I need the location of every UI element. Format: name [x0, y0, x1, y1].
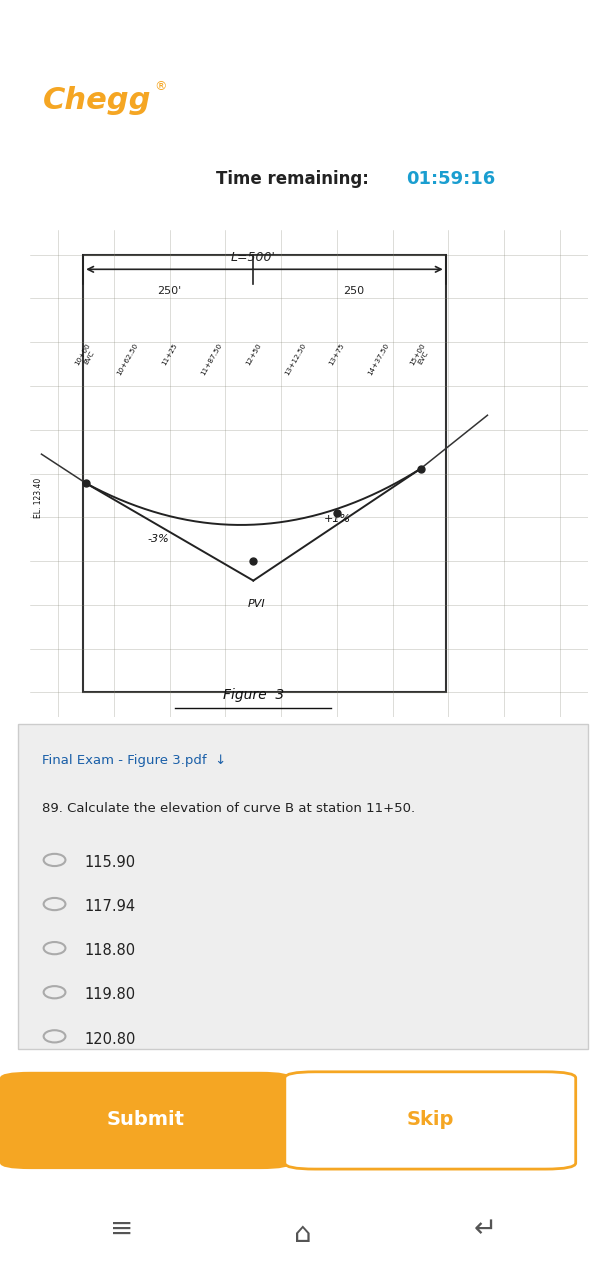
- Text: 119.80: 119.80: [85, 987, 136, 1002]
- Text: 120.80: 120.80: [85, 1032, 136, 1047]
- Text: Chegg: Chegg: [42, 87, 151, 115]
- Text: 12+50: 12+50: [245, 342, 262, 366]
- Text: 11+87.50: 11+87.50: [200, 342, 223, 376]
- Text: 13+75: 13+75: [328, 342, 345, 366]
- Text: EL. 123.40: EL. 123.40: [34, 477, 43, 518]
- Text: 117.94: 117.94: [85, 900, 136, 914]
- Text: 15+00
EVC: 15+00 EVC: [409, 342, 432, 370]
- Text: 11+25: 11+25: [161, 342, 178, 366]
- Text: Figure  3: Figure 3: [222, 687, 284, 701]
- Text: ®: ®: [155, 79, 167, 92]
- Text: 115.90: 115.90: [85, 855, 136, 870]
- Text: 250: 250: [343, 287, 364, 296]
- Text: PVI: PVI: [247, 599, 265, 609]
- FancyBboxPatch shape: [285, 1071, 576, 1169]
- Text: 13+12.50: 13+12.50: [284, 342, 307, 376]
- Text: 10+00
BVC: 10+00 BVC: [75, 342, 98, 370]
- Text: ≡: ≡: [110, 1215, 133, 1243]
- Text: -3%: -3%: [148, 534, 170, 544]
- Text: Time remaining:: Time remaining:: [216, 170, 375, 188]
- Text: 250': 250': [158, 287, 182, 296]
- Text: ↵: ↵: [473, 1215, 496, 1243]
- Text: L=500': L=500': [231, 251, 276, 264]
- Text: ⌂: ⌂: [294, 1220, 312, 1248]
- Text: Vol)  4G  90: Vol) 4G 90: [509, 23, 582, 37]
- Text: Skip: Skip: [407, 1110, 454, 1129]
- Text: 01:59:16: 01:59:16: [406, 170, 495, 188]
- Text: 4G  3G  10:37  ...: 4G 3G 10:37 ...: [24, 23, 142, 37]
- Text: Submit: Submit: [107, 1110, 184, 1129]
- Text: 14+37.50: 14+37.50: [367, 342, 390, 376]
- FancyBboxPatch shape: [38, 136, 568, 225]
- Bar: [83, 255, 445, 692]
- Text: 118.80: 118.80: [85, 943, 136, 959]
- Text: +1%: +1%: [324, 515, 350, 525]
- Text: 10+62.50: 10+62.50: [116, 342, 139, 376]
- Text: Final Exam - Figure 3.pdf  ↓: Final Exam - Figure 3.pdf ↓: [42, 754, 227, 768]
- Text: 89. Calculate the elevation of curve B at station 11+50.: 89. Calculate the elevation of curve B a…: [42, 801, 416, 815]
- FancyBboxPatch shape: [0, 1071, 291, 1169]
